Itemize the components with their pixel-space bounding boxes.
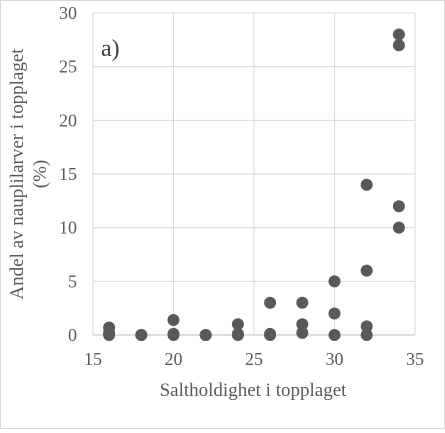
data-point <box>328 329 341 341</box>
data-point <box>328 307 341 320</box>
y-tick-label: 25 <box>59 57 77 77</box>
data-points <box>103 28 405 341</box>
y-axis-label-line: Andel av nauplilarver i topplaget <box>7 48 28 300</box>
data-point <box>264 296 277 309</box>
x-tick-label: 30 <box>326 349 344 369</box>
y-tick-label: 5 <box>68 271 77 291</box>
data-point <box>231 318 244 331</box>
grid <box>92 12 416 336</box>
data-point <box>328 275 341 288</box>
data-point <box>360 178 373 191</box>
data-point <box>296 318 309 331</box>
x-tick-label: 25 <box>245 349 263 369</box>
y-axis-label-line: (%) <box>30 160 51 188</box>
data-point <box>135 329 148 341</box>
y-tick-label: 10 <box>59 218 77 238</box>
data-point <box>167 313 180 326</box>
y-tick-label: 30 <box>59 3 77 23</box>
data-point <box>392 200 405 213</box>
data-point <box>231 327 244 340</box>
x-axis-label: Saltholdighet i topplaget <box>160 380 348 401</box>
x-tick-label: 35 <box>406 349 424 369</box>
data-point <box>264 327 277 340</box>
data-point <box>103 321 116 334</box>
data-point <box>296 296 309 309</box>
data-point <box>392 39 405 52</box>
data-point <box>167 327 180 340</box>
x-tick-label: 15 <box>84 349 102 369</box>
data-point <box>360 264 373 277</box>
data-point <box>392 221 405 234</box>
y-tick-label: 20 <box>59 110 77 130</box>
data-point <box>199 329 212 341</box>
panel-label: a) <box>101 36 120 62</box>
y-tick-label: 15 <box>59 164 77 184</box>
x-tick-label: 20 <box>165 349 183 369</box>
y-tick-label: 0 <box>68 325 77 345</box>
data-point <box>392 28 405 41</box>
data-point <box>296 326 309 339</box>
data-point <box>360 320 373 333</box>
y-axis-label: Andel av nauplilarver i topplaget (%) <box>7 48 51 300</box>
tick-labels: 15 20 25 30 35 0 5 10 15 20 25 30 <box>59 3 424 369</box>
data-point <box>360 329 373 341</box>
